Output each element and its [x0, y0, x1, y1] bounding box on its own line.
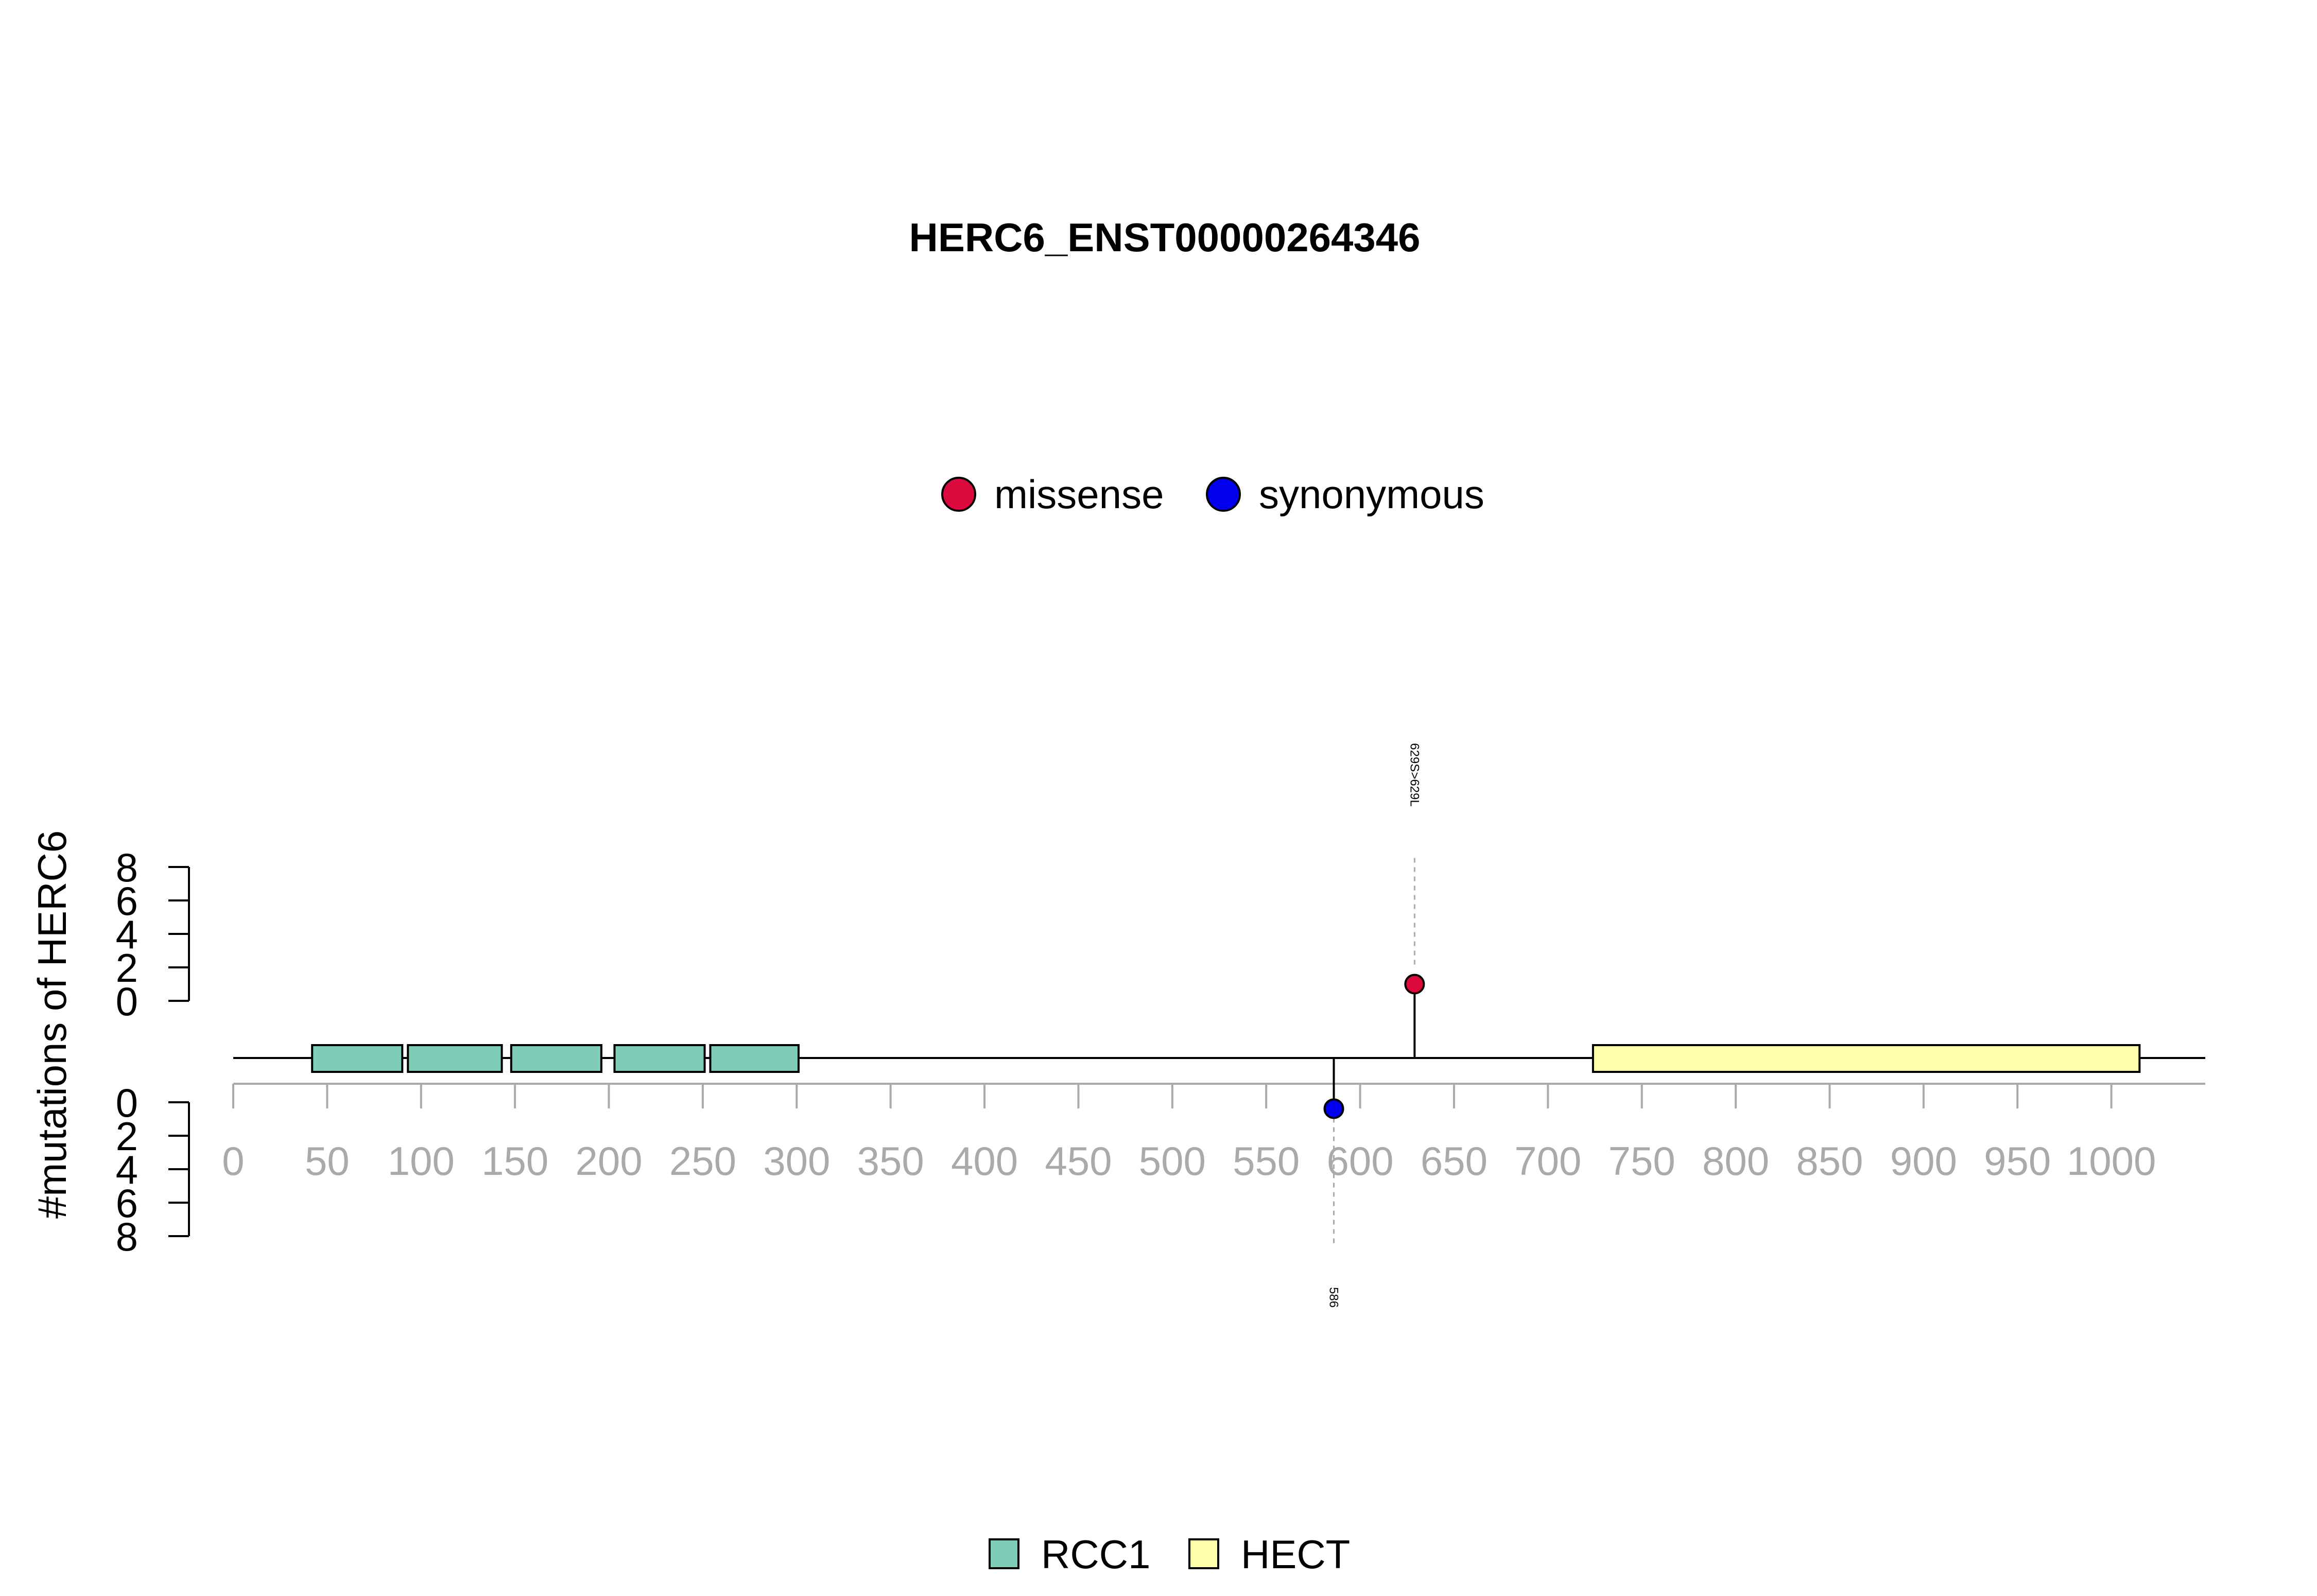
x-tick-label: 100 — [388, 1138, 455, 1184]
mutation-layer: 629S>629L 586 — [1323, 743, 1425, 1308]
x-tick-label: 450 — [1045, 1138, 1112, 1184]
x-tick-label: 950 — [1984, 1138, 2051, 1184]
x-tick-label: 750 — [1609, 1138, 1675, 1184]
mutation-legend: missense synonymous — [941, 472, 1484, 517]
x-tick-label: 300 — [763, 1138, 830, 1184]
legend-swatch-rcc1 — [989, 1538, 1019, 1569]
domain-hect — [1592, 1044, 2141, 1073]
domain-rcc1 — [709, 1044, 800, 1073]
domain-layer — [311, 1044, 2141, 1073]
x-tick-label: 50 — [305, 1138, 350, 1184]
x-tick-label: 400 — [951, 1138, 1018, 1184]
domain-rcc1 — [407, 1044, 503, 1073]
x-tick-label: 700 — [1514, 1138, 1581, 1184]
mutation-label: 629S>629L — [1407, 743, 1421, 806]
domain-rcc1 — [510, 1044, 602, 1073]
legend-swatch-hect — [1188, 1538, 1219, 1569]
legend-label-rcc1: RCC1 — [1041, 1532, 1150, 1577]
x-axis: 0 50 100 150 200 250 300 350 400 450 500 550 600 650 7… — [222, 1083, 2205, 1184]
legend-label-hect: HECT — [1241, 1532, 1350, 1577]
y-bottom-tick-label: 2 — [116, 1114, 138, 1159]
x-tick-label: 250 — [669, 1138, 736, 1184]
y-axis-label: #mutations of HERC6 — [29, 830, 75, 1219]
domain-rcc1 — [311, 1044, 404, 1073]
x-tick-label: 850 — [1796, 1138, 1863, 1184]
domain-rcc1 — [613, 1044, 706, 1073]
x-tick-label: 350 — [857, 1138, 924, 1184]
x-tick-label: 650 — [1421, 1138, 1488, 1184]
mutation-point-synonymous — [1323, 1098, 1344, 1119]
x-tick-label: 600 — [1327, 1138, 1394, 1184]
x-tick-label: 0 — [222, 1138, 244, 1184]
x-tick-label: 1000 — [2067, 1138, 2156, 1184]
y-bottom-tick-label: 6 — [116, 1181, 138, 1226]
y-bottom-tick-label: 8 — [116, 1214, 138, 1259]
mutation-point-missense — [1404, 974, 1425, 995]
legend-label-missense: missense — [994, 472, 1164, 517]
y-top-tick-label: 8 — [116, 845, 138, 890]
y-bottom-tick-label: 4 — [116, 1147, 138, 1192]
legend-marker-missense — [941, 477, 976, 512]
chart-title: HERC6_ENST00000264346 — [909, 215, 1421, 260]
y-top-tick-label: 2 — [116, 945, 138, 991]
legend-marker-synonymous — [1206, 477, 1241, 512]
x-tick-label: 500 — [1139, 1138, 1206, 1184]
legend-label-synonymous: synonymous — [1259, 472, 1484, 517]
x-tick-label: 200 — [575, 1138, 642, 1184]
x-tick-label: 550 — [1233, 1138, 1300, 1184]
domain-legend: RCC1 HECT — [989, 1532, 1350, 1577]
y-top-tick-label: 0 — [116, 979, 138, 1024]
x-tick-label: 150 — [481, 1138, 548, 1184]
x-tick-label: 900 — [1890, 1138, 1957, 1184]
x-tick-label: 800 — [1702, 1138, 1769, 1184]
y-bottom-tick-label: 0 — [116, 1080, 138, 1125]
y-top-tick-label: 4 — [116, 912, 138, 957]
mutation-label: 586 — [1327, 1287, 1341, 1308]
y-top-tick-label: 6 — [116, 878, 138, 924]
